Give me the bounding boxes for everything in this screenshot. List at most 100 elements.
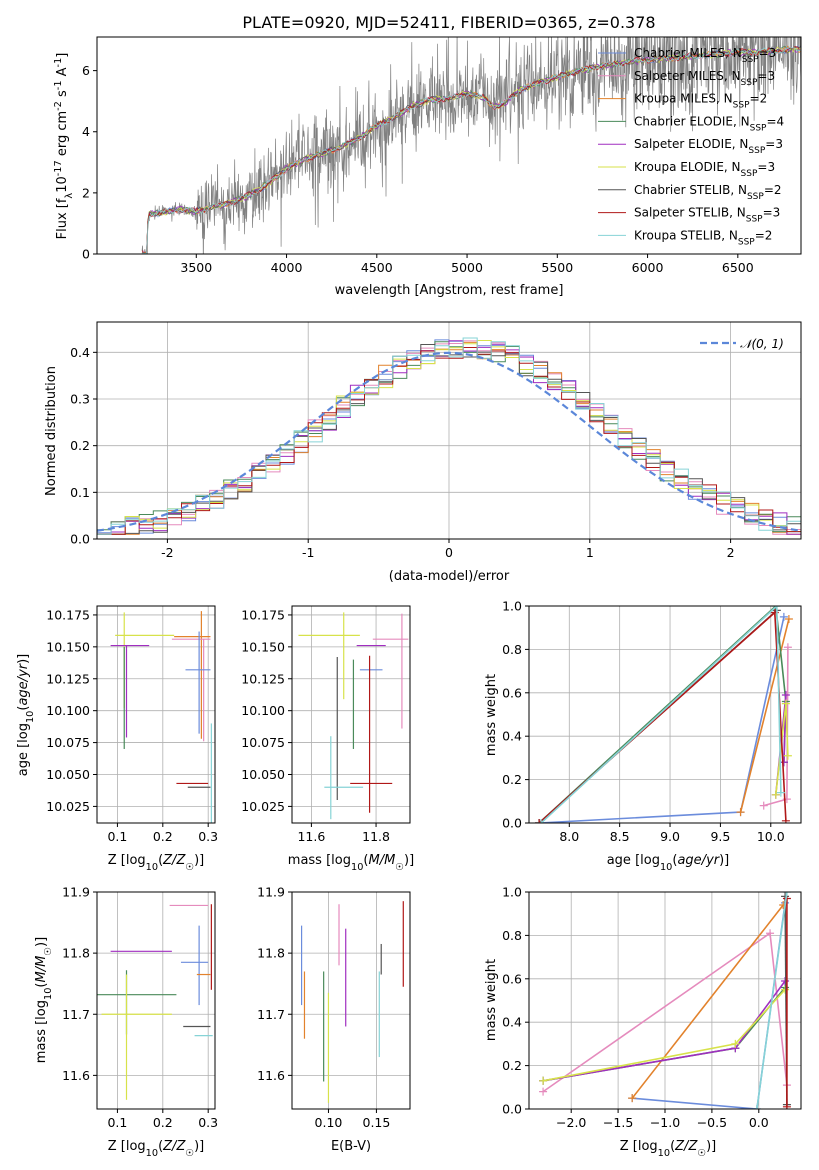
y-tick-label: 0.4: [502, 729, 522, 744]
x-tick-label: 5500: [541, 260, 573, 275]
y-tick-label: 0.2: [502, 1058, 522, 1073]
mass-weight-marker: [783, 751, 792, 760]
legend-entry: 𝒩(0, 1): [740, 337, 784, 351]
x-tick-label: 0.1: [107, 1115, 127, 1130]
y-axis-label: mass [log10(M/M☉)]: [34, 937, 54, 1063]
mass-weight-marker: [782, 1102, 791, 1109]
x-tick-label: 10.0: [757, 829, 785, 844]
y-tick-label: 10.175: [241, 607, 285, 622]
y-tick-label: 10.100: [46, 703, 90, 718]
legend-entry: Salpeter STELIB, NSSP=3: [634, 206, 780, 225]
x-axis-label: mass [log10(M/M☉)]: [288, 853, 414, 873]
y-axis-label: age [log10(age/yr)]: [16, 654, 36, 777]
y-tick-label: 6: [82, 63, 90, 78]
x-tick-label: −2.0: [556, 1115, 586, 1130]
x-tick-label: −1.5: [603, 1115, 633, 1130]
y-tick-label: 1.0: [502, 599, 522, 614]
mass-weight-marker: [539, 1087, 548, 1096]
mass_vs_ebv-plot-area: [300, 901, 404, 1103]
mass-weight-marker: [759, 801, 768, 810]
x-axis-label: age [log10(age/yr)]: [607, 853, 730, 873]
legend-entry: Kroupa MILES, NSSP=2: [634, 92, 767, 111]
x-tick-label: 2: [727, 545, 735, 560]
x-axis-label: E(B-V): [331, 1139, 371, 1154]
age_vs_Z-plot-area: [110, 611, 212, 823]
mass-weight-marker: [783, 643, 792, 652]
mass-weight-marker: [779, 758, 788, 767]
mass_weight_vs_age-frame: [528, 605, 802, 824]
mass-weight-marker: [781, 985, 790, 994]
mass-weight-marker: [772, 606, 781, 610]
mass-weight-marker: [537, 819, 546, 823]
y-tick-label: 4: [82, 124, 90, 139]
x-tick-label: 0.15: [363, 1115, 391, 1130]
y-axis-label: Normed distribution: [44, 366, 59, 496]
mass_weight_vs_Z-frame: [528, 891, 802, 1110]
x-tick-label: 0.1: [107, 829, 127, 844]
mass-weight-marker: [781, 699, 790, 708]
x-tick-label: 4500: [361, 260, 393, 275]
mass-weight-marker: [771, 790, 780, 799]
mass-weight-marker: [771, 606, 780, 610]
mass-weight-line: [632, 902, 786, 1109]
y-tick-label: 10.075: [46, 735, 90, 750]
mass-weight-marker: [539, 1076, 548, 1085]
y-tick-label: 11.7: [257, 1007, 285, 1022]
y-axis-label: Flux [fλ10-17 erg cm-2 s-1 A-1]: [53, 53, 75, 240]
x-tick-label: 0.10: [315, 1115, 343, 1130]
mass-weight-marker: [736, 808, 745, 817]
y-tick-label: 10.025: [241, 799, 285, 814]
legend-entry: Chabrier MILES, NSSP=3: [634, 46, 776, 65]
mass-weight-marker: [781, 892, 790, 901]
y-tick-label: 0.0: [502, 1102, 522, 1117]
x-axis-label: wavelength [Angstrom, rest frame]: [335, 283, 564, 298]
spectrum-axes: [93, 70, 739, 258]
y-tick-label: 0.0: [502, 816, 522, 831]
mass-weight-marker: [784, 615, 793, 624]
mass-weight-marker: [731, 1039, 740, 1048]
age_vs_mass-plot-area: [298, 612, 409, 820]
y-tick-label: 0.0: [70, 532, 90, 547]
mass-weight-marker: [535, 819, 544, 823]
y-tick-label: 10.125: [46, 671, 90, 686]
y-tick-label: 10.025: [46, 799, 90, 814]
y-tick-label: 0.2: [70, 438, 90, 453]
y-tick-label: 10.075: [241, 735, 285, 750]
x-tick-label: 9.0: [660, 829, 680, 844]
residuals-frame: [96, 321, 802, 540]
x-tick-label: 6000: [632, 260, 664, 275]
mass-weight-marker: [766, 929, 775, 938]
legend-entry: Chabrier ELODIE, NSSP=4: [634, 114, 784, 133]
x-axis-label: Z [log10(Z/Z☉)]: [108, 853, 205, 873]
y-tick-label: 10.150: [46, 639, 90, 654]
mass_vs_Z-frame: [96, 891, 216, 1110]
model-spectrum-line: [141, 46, 801, 254]
y-tick-label: 11.6: [257, 1068, 285, 1083]
x-tick-label: 11.8: [362, 829, 390, 844]
mass-weight-line: [756, 892, 788, 1109]
x-tick-label: 0.2: [153, 1115, 173, 1130]
mass-weight-marker: [752, 1105, 761, 1109]
mass-weight-line: [631, 904, 784, 1099]
mass_weight_vs_Z-plot-area: [539, 892, 791, 1109]
mass-weight-marker: [781, 816, 790, 823]
spectrum-plot-area: [141, 37, 801, 254]
y-tick-label: 0.3: [70, 392, 90, 407]
x-tick-label: 0.3: [198, 829, 218, 844]
normal-curve: [97, 351, 801, 532]
mass-weight-marker: [781, 690, 790, 699]
y-tick-label: 10.150: [241, 639, 285, 654]
mass_vs_Z-axes: [93, 891, 215, 1113]
y-tick-label: 0.8: [502, 928, 522, 943]
y-tick-label: 11.9: [62, 885, 90, 900]
residual-histogram: [97, 337, 801, 535]
legend-entry: Kroupa STELIB, NSSP=2: [634, 228, 772, 247]
y-axis-label: mass weight: [484, 959, 499, 1041]
mass-weight-marker: [779, 612, 788, 621]
y-tick-label: 10.050: [241, 767, 285, 782]
y-tick-label: 0.4: [502, 1015, 522, 1030]
mass_vs_Z-plot-area: [97, 904, 213, 1100]
mass-weight-marker: [628, 1094, 637, 1103]
y-tick-label: 11.6: [62, 1068, 90, 1083]
y-tick-label: 11.8: [257, 946, 285, 961]
